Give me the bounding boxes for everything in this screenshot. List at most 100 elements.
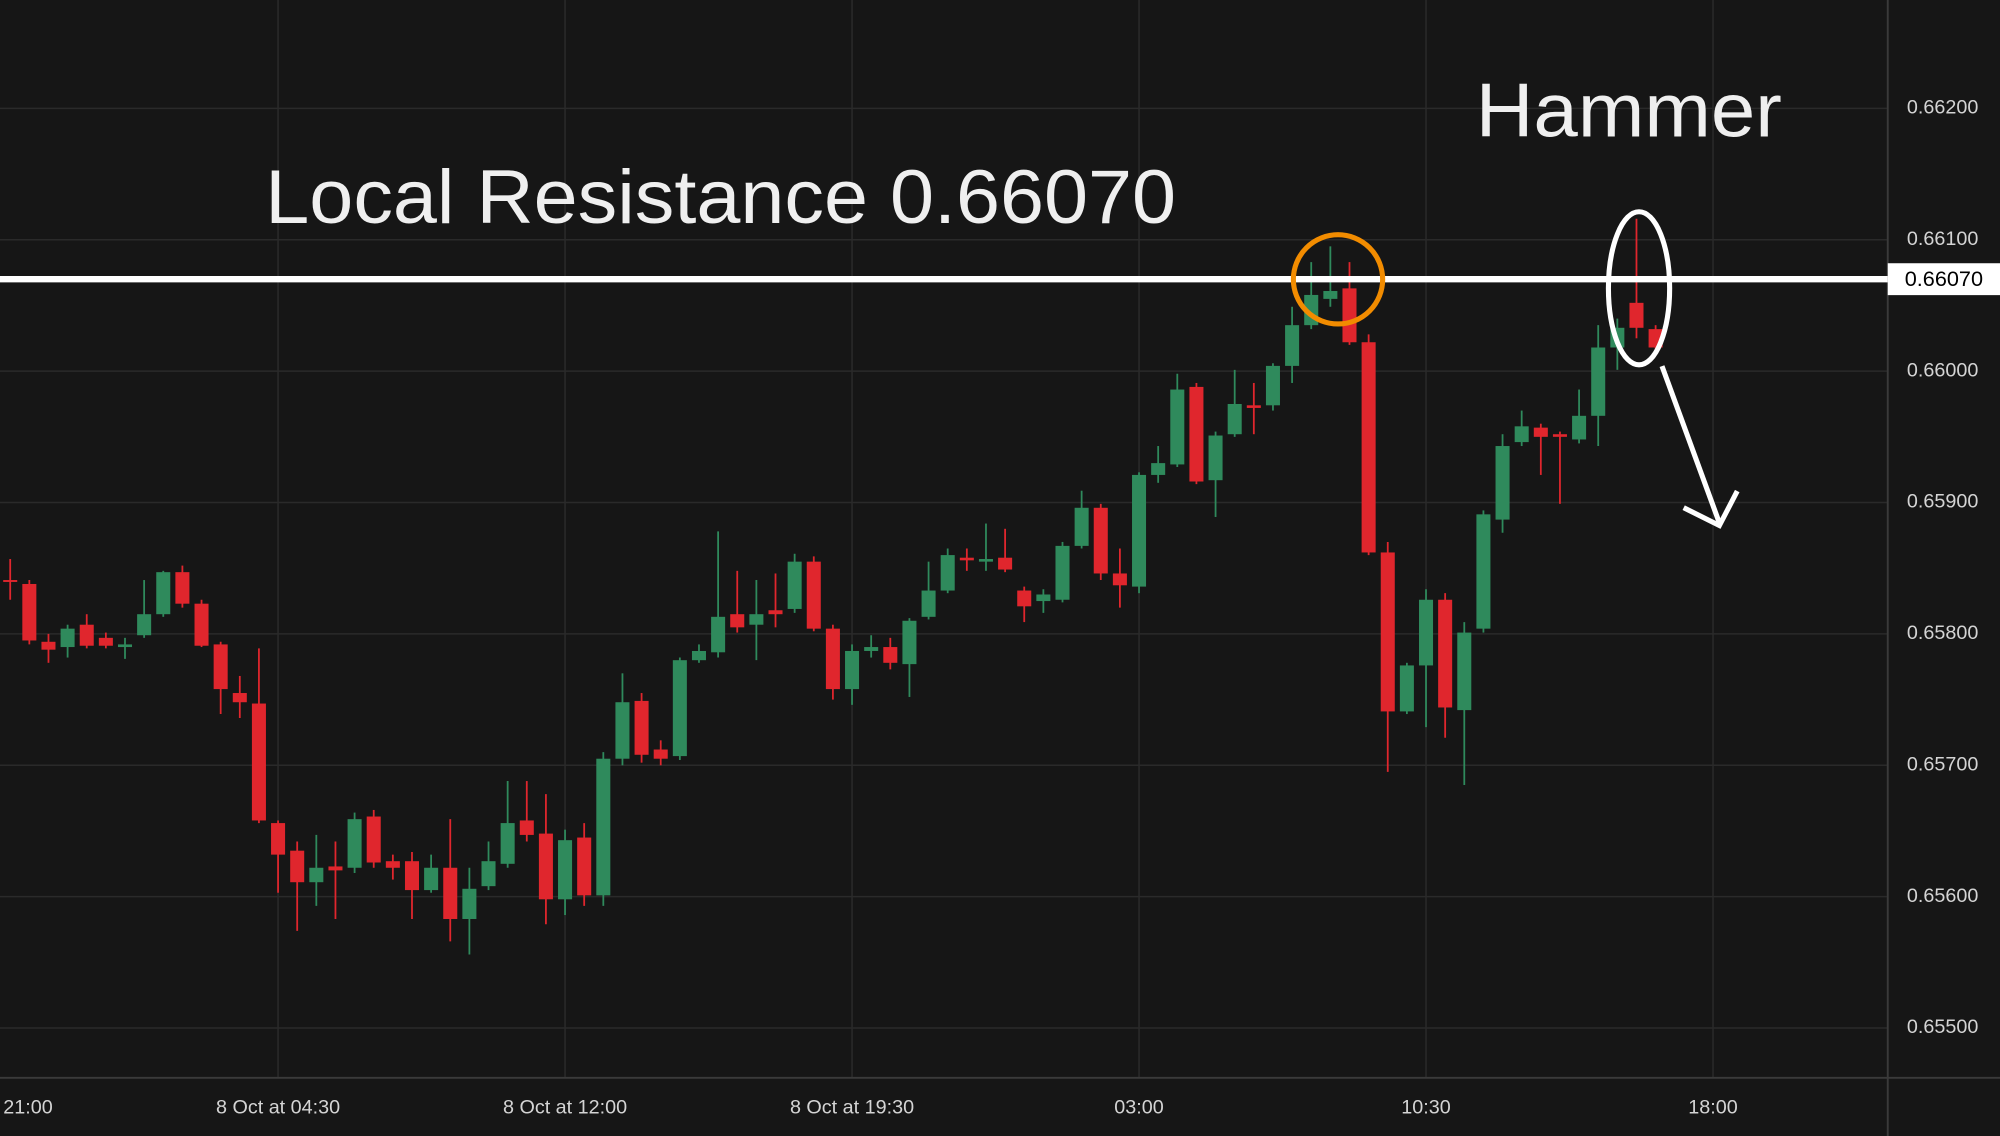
candle-body bbox=[1132, 474, 1147, 587]
candle-body bbox=[462, 888, 477, 919]
candle-body bbox=[1074, 507, 1089, 546]
candle-body bbox=[175, 572, 190, 604]
candle-body bbox=[98, 637, 113, 646]
candle-body bbox=[117, 644, 133, 648]
candle-body bbox=[290, 850, 305, 883]
candle-body bbox=[1055, 545, 1070, 600]
candle-body bbox=[730, 614, 745, 628]
candle-body bbox=[768, 610, 783, 615]
candle-body bbox=[1227, 403, 1242, 435]
candle-body bbox=[1151, 463, 1166, 475]
candle-body bbox=[634, 700, 649, 755]
candle-body bbox=[443, 867, 458, 919]
candle-body bbox=[1552, 434, 1567, 437]
candle-body bbox=[1208, 435, 1223, 481]
candle-body bbox=[137, 614, 152, 636]
candle-body bbox=[424, 867, 439, 891]
candle-body bbox=[1457, 632, 1472, 711]
price-tag bbox=[1887, 263, 2000, 296]
candle-body bbox=[978, 559, 993, 562]
candle-body bbox=[940, 555, 955, 591]
y-tick-label: 0.66200 bbox=[1907, 97, 1978, 119]
candle-body bbox=[672, 660, 687, 757]
candle-body bbox=[232, 693, 247, 703]
y-tick-label: 0.65600 bbox=[1907, 885, 1978, 907]
x-tick-label: 18:00 bbox=[1688, 1097, 1737, 1119]
annotation: Local Resistance 0.66070 bbox=[265, 155, 1176, 240]
candle-body bbox=[213, 644, 228, 690]
candle-body bbox=[1533, 427, 1548, 437]
price-tag-label: 0.66070 bbox=[1905, 266, 1983, 291]
candle-body bbox=[1170, 389, 1185, 465]
x-tick-label: 21:00 bbox=[3, 1097, 52, 1119]
candle-body bbox=[1380, 552, 1395, 712]
candle-body bbox=[1476, 514, 1491, 629]
candle-body bbox=[3, 580, 18, 582]
candle-body bbox=[691, 650, 706, 661]
candle-body bbox=[79, 624, 94, 646]
candle-body bbox=[366, 816, 381, 863]
y-tick-label: 0.65900 bbox=[1907, 491, 1978, 513]
x-tick-label: 03:00 bbox=[1114, 1097, 1163, 1119]
candle-body bbox=[787, 561, 802, 609]
candle-body bbox=[998, 557, 1013, 570]
candle-body bbox=[1419, 599, 1434, 666]
candle-body bbox=[883, 647, 898, 663]
x-tick-label: 10:30 bbox=[1401, 1097, 1450, 1119]
candle-body bbox=[156, 572, 171, 615]
candle-body bbox=[538, 833, 553, 900]
candle-body bbox=[558, 840, 573, 900]
candle-body bbox=[1093, 507, 1108, 574]
candle-body bbox=[1036, 594, 1051, 602]
candle-body bbox=[347, 819, 362, 868]
y-tick-label: 0.66000 bbox=[1907, 359, 1978, 381]
candle-body bbox=[41, 641, 56, 650]
candle-body bbox=[653, 749, 668, 759]
candle-body bbox=[481, 861, 496, 887]
candle-body bbox=[1399, 665, 1414, 712]
candle-body bbox=[864, 647, 879, 651]
candle-body bbox=[194, 603, 209, 646]
y-tick-label: 0.66100 bbox=[1907, 228, 1978, 250]
candle-body bbox=[806, 561, 821, 629]
candle-body bbox=[1265, 365, 1280, 406]
candle-body bbox=[577, 837, 592, 896]
candle-body bbox=[1361, 342, 1376, 553]
candle-body bbox=[1591, 347, 1606, 416]
candle-body bbox=[596, 758, 611, 896]
candle-body bbox=[902, 620, 917, 665]
candle-body bbox=[22, 583, 37, 641]
candle-body bbox=[1342, 288, 1357, 343]
candle-body bbox=[1017, 590, 1032, 607]
candle-body bbox=[845, 650, 860, 690]
highlight-circle bbox=[1290, 232, 1386, 327]
candle-body bbox=[271, 823, 286, 855]
candle-body bbox=[251, 703, 266, 821]
y-tick-label: 0.65700 bbox=[1907, 754, 1978, 776]
candle-body bbox=[615, 702, 630, 759]
candle-body bbox=[1323, 291, 1338, 299]
annotation: Hammer bbox=[1476, 68, 1782, 153]
candle-body bbox=[1189, 386, 1204, 482]
candle-body bbox=[749, 614, 764, 625]
candle-body bbox=[500, 823, 515, 864]
candle-body bbox=[921, 590, 936, 617]
candle-body bbox=[328, 866, 343, 871]
candle-body bbox=[1514, 426, 1529, 443]
highlight-ellipse bbox=[1605, 209, 1673, 368]
candle-body bbox=[1112, 573, 1127, 586]
candle-body bbox=[1572, 415, 1587, 440]
x-tick-label: 8 Oct at 12:00 bbox=[503, 1097, 627, 1119]
candle-body bbox=[1285, 325, 1300, 366]
candle-body bbox=[825, 628, 840, 690]
arrow-shaft bbox=[1659, 365, 1722, 524]
candle-body bbox=[1438, 599, 1453, 708]
candle-body bbox=[959, 557, 974, 561]
x-tick-label: 8 Oct at 04:30 bbox=[216, 1097, 340, 1119]
candle-body bbox=[519, 820, 534, 835]
candle-body bbox=[711, 616, 726, 653]
overlay: 0.66070 bbox=[0, 263, 2000, 296]
arrow-head bbox=[1682, 489, 1740, 529]
candle-body bbox=[1629, 302, 1644, 328]
axes: 0.65500 0.65600 0.65700 0.65800 0.65900 0.660… bbox=[3, 97, 1978, 1119]
